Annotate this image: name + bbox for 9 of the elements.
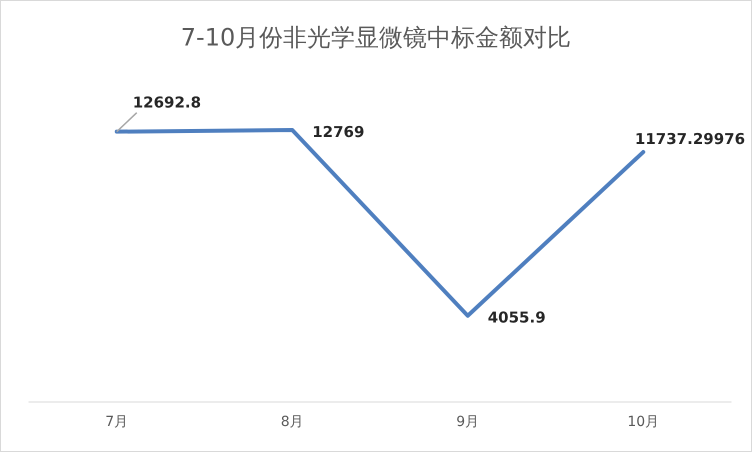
data-label: 12692.8 <box>132 94 202 112</box>
x-tick-label: 9月 <box>456 414 480 430</box>
data-label: 11737.29976 <box>634 130 746 148</box>
x-tick-label: 10月 <box>627 414 660 430</box>
x-tick-label: 7月 <box>105 414 128 430</box>
x-tick-label: 8月 <box>280 414 304 430</box>
data-label: 12769 <box>312 122 364 141</box>
data-label: 4055.9 <box>488 308 546 327</box>
chart-title: 7-10月份非光学显微镜中标金额对比 <box>180 24 572 52</box>
